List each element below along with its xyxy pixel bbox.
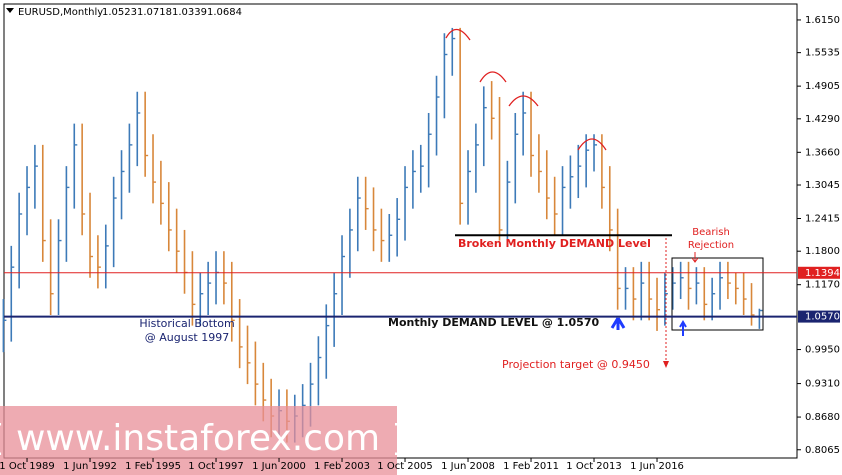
y-tick-label: 0.8065 xyxy=(805,445,840,456)
open-value: 1.0523 xyxy=(102,7,137,18)
annotation: Broken Monthly DEMAND Level xyxy=(458,237,651,250)
y-tick-label: 1.1170 xyxy=(805,280,840,291)
high-value: 1.0718 xyxy=(137,7,172,18)
y-tick-label: 0.9950 xyxy=(805,345,840,356)
close-value: 1.0684 xyxy=(207,7,242,18)
y-tick-label: 1.4290 xyxy=(805,114,840,125)
arc xyxy=(445,28,471,41)
x-tick-label: 1 Oct 2005 xyxy=(377,461,432,472)
symbol: EURUSD,Monthly xyxy=(18,7,103,18)
level-label: 1.0570 xyxy=(805,312,840,323)
level-label-box xyxy=(798,310,840,323)
x-tick-label: 1 Jun 1992 xyxy=(63,461,117,472)
x-tick-label: 1 Oct 1997 xyxy=(188,461,243,472)
annotation: @ August 1997 xyxy=(145,331,229,344)
x-tick-label: 1 Feb 1995 xyxy=(125,461,181,472)
y-tick-label: 1.3660 xyxy=(805,147,840,158)
arc xyxy=(508,95,539,107)
x-tick-label: 1 Jun 2000 xyxy=(252,461,306,472)
y-tick-label: 1.3045 xyxy=(805,180,840,191)
watermark-box xyxy=(0,406,397,475)
x-tick-label: 1 Oct 2013 xyxy=(566,461,621,472)
annotation: Bearish xyxy=(692,227,730,238)
range-box xyxy=(671,257,764,331)
annotation: Historical Bottom xyxy=(139,317,234,330)
arc xyxy=(577,138,607,151)
annotation: Projection target @ 0.9450 xyxy=(502,358,650,371)
y-tick-label: 1.1800 xyxy=(805,246,840,257)
peak-arcs xyxy=(445,28,607,151)
symbol-marker xyxy=(6,8,14,13)
x-tick-label: 1 Oct 1989 xyxy=(0,461,55,472)
watermark: [ www.instaforex.com ] xyxy=(0,418,406,459)
x-tick-label: 1 Feb 2011 xyxy=(503,461,559,472)
y-tick-label: 1.5535 xyxy=(805,48,840,59)
arrow-head xyxy=(663,361,669,368)
x-tick-label: 1 Feb 2003 xyxy=(314,461,370,472)
blue-arrow xyxy=(679,320,687,336)
x-tick-label: 1 Jun 2008 xyxy=(441,461,495,472)
arc xyxy=(479,71,507,83)
level-label: 1.1394 xyxy=(805,268,840,279)
ohlc-header: 1.0523 1.0718 1.0339 1.0684 xyxy=(102,7,242,18)
y-tick-label: 0.8680 xyxy=(805,412,840,423)
level-label-box xyxy=(798,266,840,279)
red-arrow xyxy=(691,252,699,263)
y-tick-label: 0.9310 xyxy=(805,379,840,390)
x-tick-label: 1 Jun 2016 xyxy=(630,461,684,472)
annotation: Rejection xyxy=(688,240,734,251)
y-tick-label: 1.2415 xyxy=(805,214,840,225)
y-tick-label: 1.6150 xyxy=(805,15,840,26)
low-value: 1.0339 xyxy=(172,7,207,18)
y-tick-label: 1.4905 xyxy=(805,81,840,92)
plot-frame xyxy=(3,3,798,459)
annotation: Monthly DEMAND LEVEL @ 1.0570 xyxy=(388,316,599,329)
blue-arrow xyxy=(610,317,626,330)
